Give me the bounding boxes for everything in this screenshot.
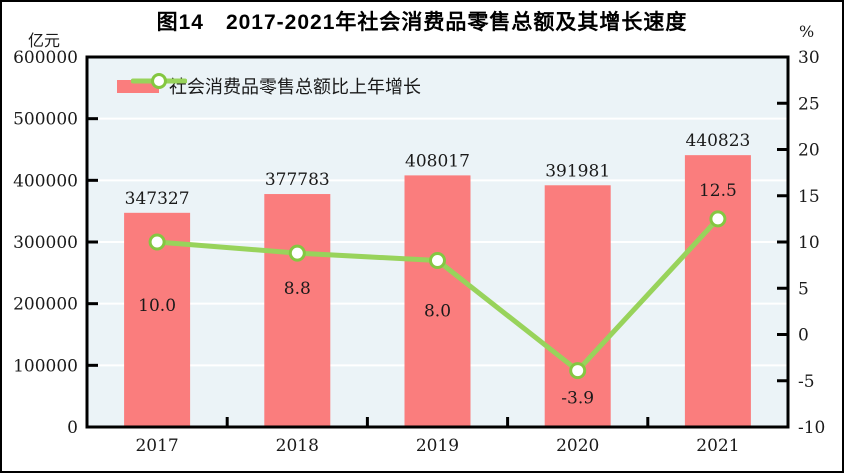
x-axis-tick-label: 2018 <box>276 436 319 456</box>
growth-value-label: 10.0 <box>138 296 176 316</box>
y2-axis-tick-label: 5 <box>798 279 809 299</box>
bar-2018 <box>264 194 331 427</box>
growth-value-label: -3.9 <box>561 389 594 409</box>
y2-axis-tick-label: -5 <box>798 372 815 392</box>
x-axis-tick-label: 2017 <box>135 436 178 456</box>
legend-label: 社会消费品零售总额 <box>169 77 331 98</box>
x-axis-tick-label: 2021 <box>696 436 739 456</box>
plot-border <box>85 55 790 429</box>
growth-value-label: 8.0 <box>424 302 451 322</box>
bar-value-label: 391981 <box>545 161 610 181</box>
right-axis-unit-label: % <box>799 22 815 41</box>
bar-value-label: 408017 <box>405 151 470 171</box>
growth-line-marker <box>288 244 306 262</box>
bar-2019 <box>404 175 471 427</box>
bar-2021 <box>684 155 751 427</box>
y-axis-tick-label: 200000 <box>13 295 78 315</box>
y2-axis-tick-label: 10 <box>798 233 820 253</box>
y2-axis-tick-label: 0 <box>798 326 809 346</box>
y2-axis-tick-label: 25 <box>798 94 820 114</box>
bar-value-label: 440823 <box>685 131 750 151</box>
growth-line-marker <box>709 210 727 228</box>
bar-value-label: 377783 <box>265 170 330 190</box>
y2-axis-tick-label: 30 <box>798 48 820 68</box>
y-axis-tick-label: 400000 <box>13 171 78 191</box>
y-axis-tick-label: 300000 <box>13 233 78 253</box>
y-axis-tick-label: 500000 <box>13 110 78 130</box>
growth-line-marker <box>569 362 587 380</box>
y-axis-tick-label: 600000 <box>13 48 78 68</box>
x-axis-tick-label: 2019 <box>416 436 459 456</box>
y2-axis-tick-label: -10 <box>798 418 825 438</box>
y2-axis-tick-label: 15 <box>798 187 820 207</box>
y-axis-tick-label: 0 <box>67 418 78 438</box>
x-axis-tick-label: 2020 <box>556 436 599 456</box>
chart-legend: 社会消费品零售总额 比上年增长 <box>117 73 421 99</box>
legend-label: 比上年增长 <box>331 77 421 98</box>
y-axis-tick-label: 100000 <box>13 356 78 376</box>
bar-value-label: 347327 <box>125 189 190 209</box>
legend-line-marker-icon <box>131 73 187 89</box>
y2-axis-tick-label: 20 <box>798 141 820 161</box>
legend-item-growth: 比上年增长 <box>131 73 421 99</box>
bar-2020 <box>544 185 611 427</box>
growth-line-marker <box>148 233 166 251</box>
legend-item-retail-total: 社会消费品零售总额 <box>117 73 331 99</box>
growth-line-marker <box>429 252 446 269</box>
chart-title: 图14 2017-2021年社会消费品零售总额及其增长速度 <box>156 11 688 34</box>
growth-value-label: 8.8 <box>284 279 311 299</box>
growth-value-label: 12.5 <box>699 181 737 201</box>
left-axis-unit-label: 亿元 <box>28 31 61 50</box>
